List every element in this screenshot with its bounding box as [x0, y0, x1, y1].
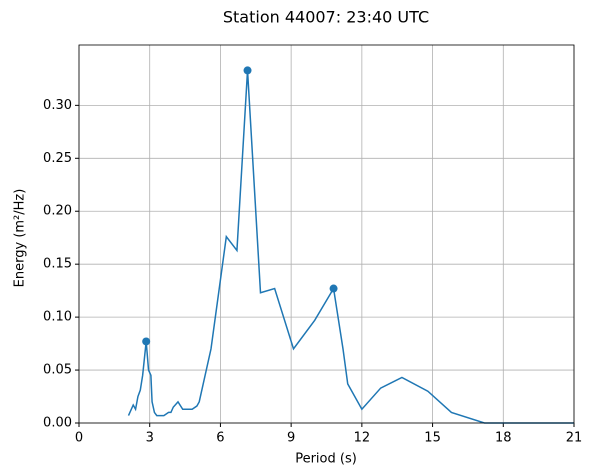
y-tick-label: 0.15 [43, 257, 72, 272]
peak-marker [329, 284, 338, 293]
x-tick-label: 0 [75, 431, 83, 446]
x-tick-label: 15 [424, 431, 441, 446]
peak-marker [142, 337, 151, 346]
x-tick-label: 18 [495, 431, 512, 446]
x-tick-label: 6 [216, 431, 224, 446]
chart-title: Station 44007: 23:40 UTC [223, 8, 429, 27]
plot-frame [78, 44, 575, 424]
peak-marker [243, 66, 252, 75]
line [127, 70, 574, 424]
y-tick-label: 0.00 [43, 416, 72, 431]
y-tick-label: 0.20 [43, 204, 72, 219]
x-axis-label: Period (s) [295, 452, 357, 467]
x-tick-label: 3 [146, 431, 154, 446]
x-tick-label: 12 [354, 431, 371, 446]
y-tick-label: 0.10 [43, 310, 72, 325]
y-axis-label: Energy (m²/Hz) [13, 189, 28, 288]
y-tick-label: 0.25 [43, 151, 72, 166]
y-tick-label: 0.05 [43, 363, 72, 378]
x-tick-label: 21 [566, 431, 583, 446]
y-tick-label: 0.30 [43, 98, 72, 113]
x-tick-label: 9 [287, 431, 295, 446]
